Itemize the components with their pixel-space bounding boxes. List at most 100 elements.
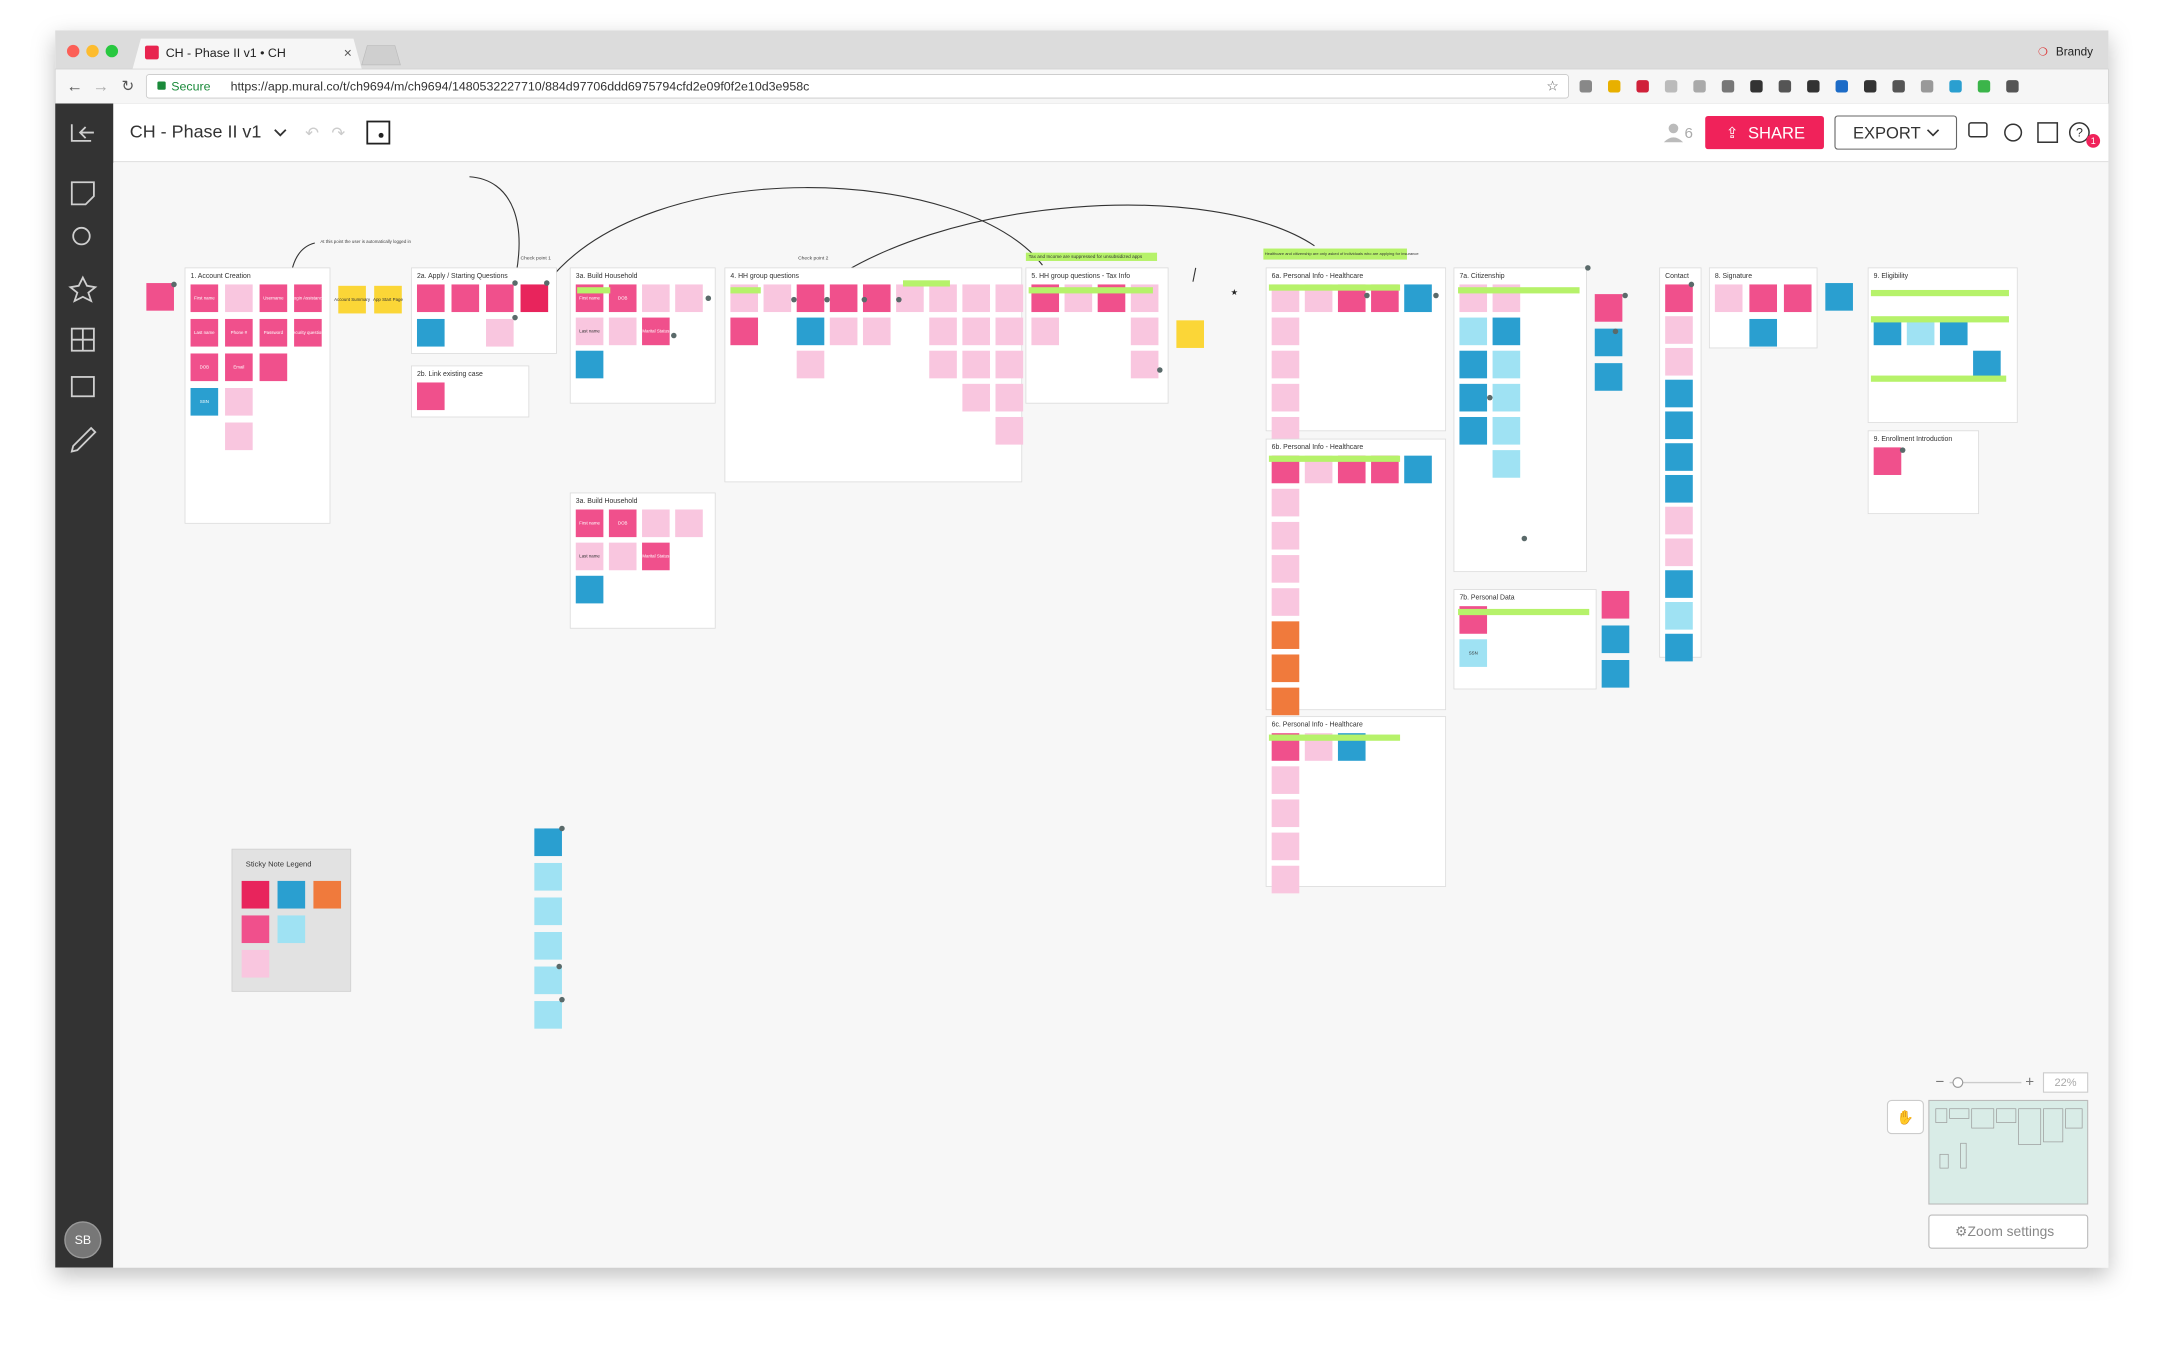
sticky-note[interactable] [1271, 654, 1300, 683]
sticky-note[interactable] [1271, 766, 1300, 794]
outline-mode[interactable] [366, 120, 391, 145]
extension-icon[interactable] [2006, 80, 2019, 93]
extension-icon[interactable] [1608, 80, 1621, 93]
connector-dot[interactable] [896, 296, 902, 303]
extension-icon[interactable] [1835, 80, 1848, 93]
sticky-note[interactable] [1130, 317, 1159, 346]
sticky-note[interactable] [1271, 555, 1300, 583]
connector-dot[interactable] [556, 963, 562, 970]
sticky-note[interactable] [1665, 602, 1693, 630]
sticky-note[interactable] [520, 284, 549, 313]
undo[interactable]: ↶ [305, 123, 319, 142]
extension-icon[interactable] [1750, 80, 1763, 93]
sticky-note[interactable] [259, 284, 288, 313]
sticky-note[interactable] [1665, 411, 1693, 440]
address-field[interactable] [145, 74, 1569, 99]
sticky-note[interactable] [241, 880, 270, 909]
connector-dot[interactable] [1612, 328, 1619, 335]
extension-icon[interactable] [1949, 80, 1962, 93]
sticky-note[interactable] [259, 353, 288, 382]
draw-tool[interactable] [70, 426, 97, 453]
extension-icon[interactable] [1807, 80, 1820, 93]
sticky-note[interactable] [995, 383, 1024, 412]
zoom-level-box[interactable] [2042, 1072, 2089, 1093]
comments-icon[interactable] [1968, 122, 1988, 138]
sticky-note[interactable] [608, 509, 637, 538]
sticky-note[interactable] [190, 387, 219, 416]
profile-name[interactable]: Brandy [2056, 46, 2093, 59]
image-tool[interactable] [70, 376, 95, 398]
sticky-note[interactable] [962, 317, 990, 346]
export-button[interactable] [1834, 115, 1958, 150]
zoom-handle[interactable] [1952, 1077, 1964, 1088]
sticky-note[interactable] [730, 317, 759, 346]
zoom-in[interactable]: + [2025, 1074, 2034, 1091]
sticky-note[interactable] [1459, 639, 1488, 667]
sticky-note[interactable] [575, 350, 604, 379]
sticky-note[interactable] [575, 509, 604, 538]
extension-icon[interactable] [1863, 80, 1877, 93]
sticky-note[interactable] [416, 382, 445, 411]
connector-dot[interactable] [1585, 265, 1591, 271]
pan-button[interactable] [1886, 1099, 1924, 1135]
sticky-note[interactable] [534, 966, 562, 995]
sticky-note[interactable] [190, 284, 219, 313]
sticky-note[interactable] [190, 353, 219, 382]
connector-dot[interactable] [1433, 292, 1439, 299]
sticky-note[interactable] [675, 509, 703, 538]
minimap[interactable] [1928, 1099, 2089, 1205]
sticky-note[interactable] [862, 284, 891, 313]
connector-dot[interactable] [1521, 535, 1528, 542]
connector-dot[interactable] [1622, 292, 1628, 299]
sticky-note[interactable] [929, 284, 957, 313]
connector-dot[interactable] [559, 996, 565, 1003]
sticky-note[interactable] [575, 575, 604, 604]
sticky-note[interactable] [1404, 284, 1432, 313]
zoom-settings-button[interactable] [1928, 1214, 2089, 1249]
sticky-note[interactable] [1665, 506, 1693, 535]
sticky-note[interactable] [1594, 328, 1623, 357]
sticky-note[interactable] [225, 318, 253, 347]
sticky-note[interactable] [1271, 317, 1300, 346]
sticky-note[interactable] [1783, 284, 1812, 313]
extension-icon[interactable] [1778, 80, 1792, 93]
connector-dot[interactable] [1487, 394, 1493, 401]
sticky-note[interactable] [190, 318, 219, 347]
sticky-note[interactable] [1714, 284, 1743, 313]
sticky-note[interactable] [1492, 416, 1521, 445]
sticky-note[interactable] [374, 285, 402, 314]
sticky-note[interactable] [829, 317, 858, 346]
connector-dot[interactable] [861, 296, 868, 303]
user-avatar[interactable] [64, 1221, 102, 1259]
extension-icon[interactable] [1693, 80, 1706, 93]
sticky-note[interactable] [451, 284, 480, 313]
sticky-note[interactable] [486, 318, 514, 347]
help-icon[interactable] [2068, 122, 2090, 143]
sticky-note[interactable] [1271, 588, 1300, 616]
sticky-note[interactable] [1749, 284, 1778, 313]
extension-icon[interactable] [1579, 80, 1592, 93]
sticky-note[interactable] [486, 284, 514, 313]
connector-dot[interactable] [559, 825, 565, 832]
sticky-note[interactable] [642, 284, 670, 313]
sticky-note[interactable] [1492, 317, 1521, 346]
sticky-note[interactable] [225, 387, 253, 416]
sticky-note[interactable] [225, 422, 253, 451]
sticky-note[interactable] [1665, 538, 1693, 567]
close-button[interactable] [66, 44, 80, 58]
sticky-note[interactable] [1271, 621, 1300, 649]
sticky-note[interactable] [241, 915, 270, 944]
sticky-note[interactable] [1271, 350, 1300, 379]
sticky-note[interactable] [962, 383, 990, 412]
sticky-note[interactable] [995, 317, 1024, 346]
extension-icon[interactable] [1892, 80, 1905, 93]
sticky-note[interactable] [642, 509, 670, 538]
sticky-note[interactable] [796, 284, 825, 313]
sticky-note[interactable] [1271, 865, 1300, 894]
sticky-note[interactable] [1665, 284, 1693, 313]
sticky-note[interactable] [608, 317, 637, 346]
board-title[interactable]: CH - Phase II v1 [130, 121, 262, 141]
sticky-note[interactable] [534, 897, 562, 926]
sticky-note[interactable] [1271, 832, 1300, 861]
forward-button[interactable]: → [93, 76, 110, 95]
